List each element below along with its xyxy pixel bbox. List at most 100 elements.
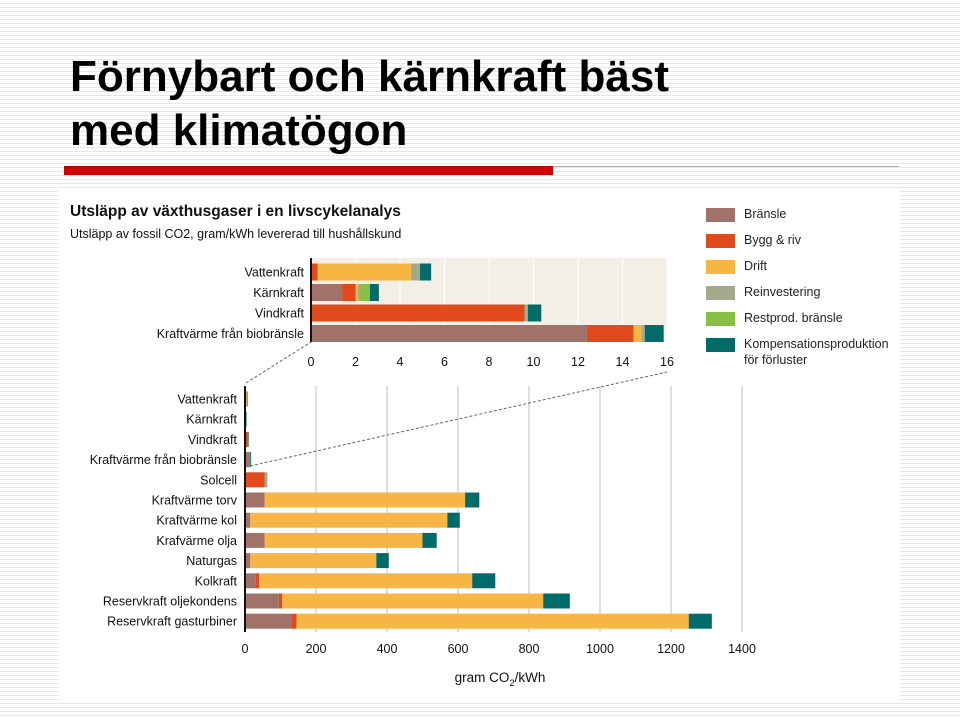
bar-reservkraft-gasturbiner-bransle xyxy=(245,613,292,629)
category-label-krafvarme-olja: Krafvärme olja xyxy=(156,534,237,548)
bar-vindkraft-reinvestering xyxy=(524,304,528,322)
bar-kraftvarme-torv-drift xyxy=(264,492,466,508)
page-title-line-1: Förnybart och kärnkraft bäst xyxy=(70,52,670,101)
chart-subtitle: Utsläpp av fossil CO2, gram/kWh leverera… xyxy=(70,227,401,241)
bar-naturgas-drift xyxy=(250,553,377,569)
bar-naturgas-bransle xyxy=(245,553,251,569)
bar-karnkraft-reinvestering xyxy=(357,284,360,301)
main-bars xyxy=(245,391,712,629)
category-label-kraftvarme-kol: Kraftvärme kol xyxy=(156,514,237,528)
main-tick-label: 400 xyxy=(377,642,398,656)
category-label-vindkraft: Vindkraft xyxy=(255,307,305,321)
legend-label: Drift xyxy=(744,259,767,273)
bar-karnkraft-kompensationsproduktion-for-forluster xyxy=(369,284,379,301)
page-title: Förnybart och kärnkraft bäst med klimatö… xyxy=(70,50,669,158)
legend-label: Bygg & riv xyxy=(744,233,801,247)
bar-reservkraft-gasturbiner-bygg-riv xyxy=(291,613,297,629)
inset-tick-label: 14 xyxy=(616,355,630,369)
bar-karnkraft-kompensationsproduktion-for-forluster xyxy=(245,411,247,427)
inset-tick-label: 10 xyxy=(527,355,541,369)
category-label-vindkraft: Vindkraft xyxy=(188,433,238,447)
bar-kraftvarme-fran-biobransle-bransle xyxy=(311,325,587,342)
page-title-line-2: med klimatögon xyxy=(70,106,408,155)
bar-karnkraft-drift xyxy=(355,284,358,301)
bar-kraftvarme-kol-drift xyxy=(250,512,448,528)
bar-reservkraft-gasturbiner-drift xyxy=(296,613,689,629)
legend-item-bransle: Bränsle xyxy=(706,206,900,222)
category-label-kolkraft: Kolkraft xyxy=(195,574,238,588)
inset-tick-label: 4 xyxy=(397,355,404,369)
bar-solcell-bygg-riv xyxy=(245,472,265,488)
legend-swatch xyxy=(706,208,735,222)
bar-vattenkraft-bygg-riv xyxy=(311,263,318,281)
bar-krafvarme-olja-drift xyxy=(264,532,423,548)
main-tick-label: 600 xyxy=(448,642,469,656)
bar-vattenkraft-kompensationsproduktion-for-forluster xyxy=(246,391,248,407)
main-tick-label: 200 xyxy=(306,642,327,656)
legend-item-kompensationsproduktion-for-forluster: Kompensationsproduktion för förluster xyxy=(706,336,900,368)
inset-category-labels: Vattenkraft Kärnkraft Vindkraft Kraftvärme … xyxy=(157,266,305,342)
inset-tick-label: 8 xyxy=(486,355,493,369)
bar-krafvarme-olja-bransle xyxy=(245,532,265,548)
main-tick-label: 1200 xyxy=(657,642,685,656)
zoom-connector-left xyxy=(245,341,312,384)
bar-kraftvarme-torv-bransle xyxy=(245,492,265,508)
legend-item-restprod-bransle: Restprod. bränsle xyxy=(706,310,900,326)
inset-tick-label: 2 xyxy=(352,355,359,369)
bar-kolkraft-drift xyxy=(259,573,473,589)
legend-label: Kompensationsproduktion för förluster xyxy=(744,337,889,367)
bar-karnkraft-restprod-bransle xyxy=(359,284,370,301)
title-accent-bar xyxy=(64,166,553,175)
category-label-vattenkraft: Vattenkraft xyxy=(244,266,304,280)
bar-vattenkraft-kompensationsproduktion-for-forluster xyxy=(420,263,432,281)
bar-kraftvarme-kol-kompensationsproduktion-for-forluster xyxy=(447,512,460,528)
legend-label: Reinvestering xyxy=(744,285,821,299)
inset-tick-label: 0 xyxy=(308,355,315,369)
inset-tick-label: 12 xyxy=(571,355,585,369)
main-gridlines xyxy=(315,386,743,632)
main-tick-label: 0 xyxy=(242,642,249,656)
legend-label: Bränsle xyxy=(744,207,787,221)
bar-vindkraft-bygg-riv xyxy=(311,304,525,322)
main-tick-label: 800 xyxy=(519,642,540,656)
bar-solcell-reinvestering xyxy=(264,472,268,488)
bar-kraftvarme-fran-biobransle-bygg-riv xyxy=(586,325,634,342)
bar-kolkraft-kompensationsproduktion-for-forluster xyxy=(472,573,496,589)
chart-title: Utsläpp av växthusgaser i en livscykelan… xyxy=(70,203,401,220)
bar-vindkraft-bygg-riv xyxy=(245,431,248,447)
category-label-kraftvarme-fran-biobransle: Kraftvärme från biobränsle xyxy=(157,327,304,341)
category-label-naturgas: Naturgas xyxy=(186,554,237,568)
inset-tick-label: 6 xyxy=(441,355,448,369)
bar-karnkraft-bygg-riv xyxy=(342,284,356,301)
bar-vindkraft-kompensationsproduktion-for-forluster xyxy=(527,304,542,322)
bar-vattenkraft-drift xyxy=(245,391,247,407)
bar-kraftvarme-fran-biobransle-bygg-riv xyxy=(249,452,251,468)
main-tick-labels: 0 200 400 600 800 1000 1200 1400 xyxy=(242,642,756,656)
category-label-karnkraft: Kärnkraft xyxy=(186,413,237,427)
bar-kolkraft-bransle xyxy=(245,573,256,589)
bar-vindkraft-kompensationsproduktion-for-forluster xyxy=(247,431,249,447)
category-label-vattenkraft: Vattenkraft xyxy=(177,393,237,407)
legend-item-bygg-riv: Bygg & riv xyxy=(706,232,900,248)
legend-swatch xyxy=(706,260,735,274)
inset-bars xyxy=(311,263,664,342)
category-label-kraftvarme-torv: Kraftvärme torv xyxy=(152,494,238,508)
category-label-reservkraft-gasturbiner: Reservkraft gasturbiner xyxy=(107,615,237,629)
bar-karnkraft-bransle xyxy=(311,284,343,301)
title-divider-line xyxy=(553,166,899,167)
inset-tick-labels: 0 2 4 6 8 10 12 14 16 xyxy=(308,355,674,369)
legend-swatch xyxy=(706,312,735,326)
legend-item-reinvestering: Reinvestering xyxy=(706,284,900,300)
main-category-labels: Vattenkraft Kärnkraft Vindkraft Kraftvärme … xyxy=(90,393,238,629)
legend-swatch xyxy=(706,234,735,248)
legend-swatch xyxy=(706,338,735,352)
category-label-kraftvarme-fran-biobransle: Kraftvärme från biobränsle xyxy=(90,453,237,467)
main-tick-label: 1400 xyxy=(728,642,756,656)
bar-reservkraft-oljekondens-bransle xyxy=(245,593,279,609)
bar-kraftvarme-fran-biobransle-kompensationsproduktion-for-forluster xyxy=(250,452,252,468)
bar-vattenkraft-reinvestering xyxy=(411,263,421,281)
bar-reservkraft-oljekondens-drift xyxy=(282,593,544,609)
bar-kraftvarme-torv-kompensationsproduktion-for-forluster xyxy=(465,492,480,508)
bar-kraftvarme-fran-biobransle-drift xyxy=(633,325,642,342)
